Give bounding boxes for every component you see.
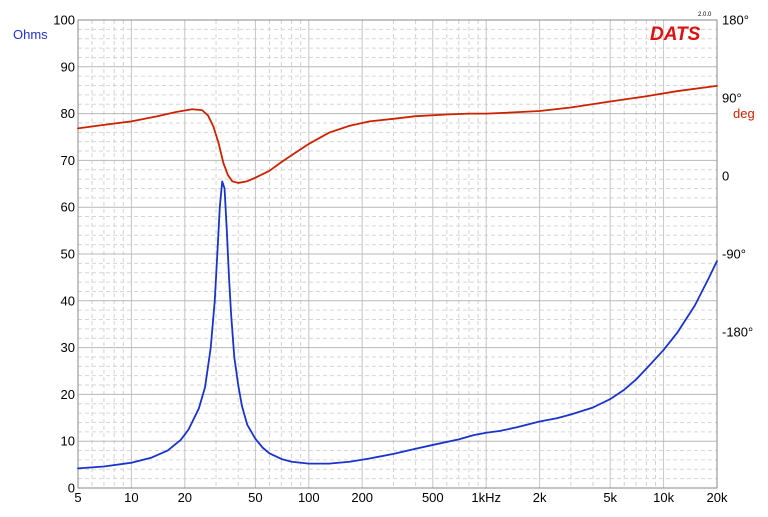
x-tick-label: 2k [533,490,547,505]
version-label: 2.0.0 [698,12,712,18]
x-tick-label: 20 [178,490,192,505]
y-left-tick-label: 60 [61,200,75,215]
x-tick-label: 5 [74,490,81,505]
x-tick-label: 500 [422,490,444,505]
x-axis-tick-labels: 5 10 20 50 100 200 500 1kHz 2k 5k 10k 20k [74,490,728,505]
x-tick-label: 20k [707,490,728,505]
x-tick-label: 100 [298,490,320,505]
y-left-tick-label: 0 [68,481,75,496]
x-tick-label: 10 [124,490,138,505]
y-right-tick-labels: 180° 90° 0 -90° -180° [722,13,753,340]
y-left-tick-label: 40 [61,293,75,308]
y-left-tick-label: 100 [53,13,75,28]
y-right-tick-label: -180° [722,325,753,340]
x-tick-label: 50 [248,490,262,505]
impedance-series-line [77,180,718,470]
y-right-tick-label: 0 [722,169,729,184]
y-right-tick-label: 90° [722,91,742,106]
y-left-tick-label: 10 [61,434,75,449]
y-left-tick-label: 30 [61,340,75,355]
y-right-unit: deg [733,106,755,121]
y-right-tick-label: -90° [722,247,746,262]
series-layer [77,84,718,470]
x-tick-label: 200 [351,490,373,505]
y-left-tick-label: 70 [61,153,75,168]
y-left-tick-label: 90 [61,59,75,74]
y-left-tick-labels: 0 10 20 30 40 50 60 70 80 90 100 [53,13,75,496]
x-tick-label: 10k [653,490,674,505]
y-left-unit: Ohms [13,27,48,42]
y-left-tick-label: 20 [61,387,75,402]
y-left-tick-label: 80 [61,106,75,121]
plot-frame [77,19,718,489]
phase-series-line [77,84,718,184]
y-right-tick-label: 180° [722,13,749,28]
x-tick-label: 1kHz [471,490,501,505]
x-tick-label: 5k [603,490,617,505]
y-left-tick-label: 50 [61,247,75,262]
dats-logo: DATS [650,24,701,45]
